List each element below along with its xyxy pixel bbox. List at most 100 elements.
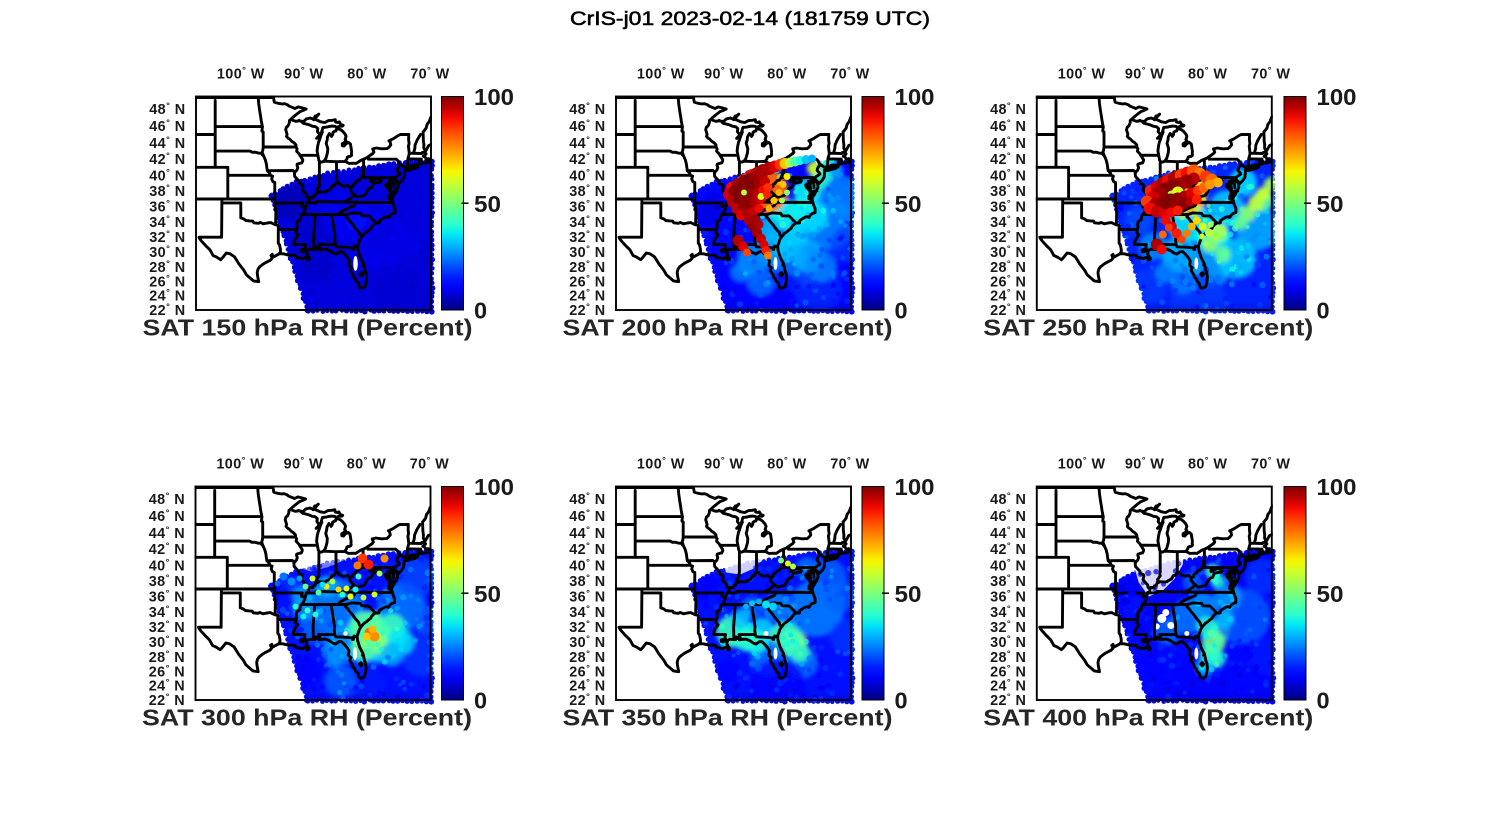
svg-text:22° N: 22° N	[569, 692, 605, 710]
svg-text:38° N: 38° N	[569, 573, 605, 591]
svg-text:30° N: 30° N	[990, 244, 1026, 262]
svg-text:34° N: 34° N	[990, 214, 1026, 232]
svg-text:100: 100	[474, 84, 514, 110]
svg-text:44° N: 44° N	[569, 134, 605, 152]
svg-text:SAT 350 hPa RH (Percent): SAT 350 hPa RH (Percent)	[563, 705, 893, 731]
svg-text:80° W: 80° W	[767, 455, 806, 473]
svg-text:22° N: 22° N	[990, 302, 1026, 320]
svg-text:36° N: 36° N	[990, 588, 1026, 606]
svg-text:40° N: 40° N	[149, 167, 185, 185]
svg-text:46° N: 46° N	[990, 118, 1026, 136]
svg-text:44° N: 44° N	[149, 524, 185, 542]
svg-text:32° N: 32° N	[569, 229, 605, 247]
svg-text:100: 100	[1317, 84, 1357, 110]
svg-text:50: 50	[895, 581, 922, 607]
svg-text:100° W: 100° W	[1058, 65, 1106, 83]
svg-text:100° W: 100° W	[1058, 455, 1106, 473]
svg-text:38° N: 38° N	[149, 183, 185, 201]
svg-text:28° N: 28° N	[149, 648, 185, 666]
svg-text:26° N: 26° N	[149, 663, 185, 681]
svg-text:36° N: 36° N	[990, 198, 1026, 216]
svg-text:80° W: 80° W	[1188, 455, 1227, 473]
svg-text:50: 50	[895, 191, 922, 217]
svg-text:44° N: 44° N	[990, 524, 1026, 542]
svg-text:SAT 250 hPa RH (Percent): SAT 250 hPa RH (Percent)	[983, 315, 1313, 341]
svg-text:90° W: 90° W	[704, 65, 743, 83]
svg-text:24° N: 24° N	[149, 287, 185, 305]
svg-text:0: 0	[1317, 688, 1330, 714]
svg-text:40° N: 40° N	[149, 557, 185, 575]
svg-text:48° N: 48° N	[990, 491, 1026, 509]
svg-text:100: 100	[474, 474, 514, 500]
svg-text:0: 0	[474, 298, 487, 324]
svg-text:46° N: 46° N	[149, 508, 185, 525]
svg-text:50: 50	[474, 581, 501, 607]
svg-text:24° N: 24° N	[149, 677, 185, 695]
svg-text:44° N: 44° N	[149, 134, 185, 152]
svg-text:90° W: 90° W	[704, 455, 743, 473]
svg-text:32° N: 32° N	[990, 619, 1026, 637]
svg-text:48° N: 48° N	[569, 101, 605, 119]
svg-text:28° N: 28° N	[569, 258, 605, 276]
svg-text:32° N: 32° N	[149, 619, 185, 637]
svg-text:SAT 300 hPa RH (Percent): SAT 300 hPa RH (Percent)	[142, 705, 472, 731]
svg-text:70° W: 70° W	[1251, 455, 1290, 473]
svg-text:38° N: 38° N	[149, 573, 185, 591]
svg-text:34° N: 34° N	[990, 604, 1026, 622]
svg-text:28° N: 28° N	[990, 258, 1026, 276]
svg-text:SAT 150 hPa RH (Percent): SAT 150 hPa RH (Percent)	[143, 315, 473, 341]
svg-text:46° N: 46° N	[569, 508, 605, 525]
svg-text:32° N: 32° N	[569, 619, 605, 637]
svg-text:38° N: 38° N	[990, 573, 1026, 591]
svg-text:32° N: 32° N	[990, 229, 1026, 247]
svg-text:40° N: 40° N	[990, 167, 1026, 185]
svg-text:80° W: 80° W	[767, 65, 806, 83]
svg-text:38° N: 38° N	[990, 183, 1026, 201]
svg-text:22° N: 22° N	[149, 302, 185, 320]
svg-text:30° N: 30° N	[990, 634, 1026, 652]
svg-text:38° N: 38° N	[569, 183, 605, 201]
svg-text:46° N: 46° N	[569, 118, 605, 136]
svg-text:36° N: 36° N	[149, 198, 185, 216]
svg-text:100° W: 100° W	[217, 65, 265, 83]
svg-text:48° N: 48° N	[149, 491, 185, 509]
svg-text:22° N: 22° N	[569, 302, 605, 320]
svg-text:36° N: 36° N	[149, 588, 185, 606]
svg-text:22° N: 22° N	[149, 692, 185, 710]
svg-text:50: 50	[474, 191, 501, 217]
svg-text:CrIS-j01 2023-02-14 (181759 UT: CrIS-j01 2023-02-14 (181759 UTC)	[570, 8, 930, 30]
svg-text:42° N: 42° N	[569, 541, 605, 559]
svg-text:32° N: 32° N	[149, 229, 185, 247]
svg-text:70° W: 70° W	[830, 455, 869, 473]
svg-text:24° N: 24° N	[569, 287, 605, 305]
svg-text:30° N: 30° N	[149, 634, 185, 652]
svg-text:48° N: 48° N	[569, 491, 605, 509]
svg-text:0: 0	[895, 298, 908, 324]
svg-text:26° N: 26° N	[990, 663, 1026, 681]
svg-text:34° N: 34° N	[149, 604, 185, 622]
svg-text:70° W: 70° W	[410, 65, 449, 83]
svg-text:22° N: 22° N	[990, 692, 1026, 710]
svg-text:50: 50	[1317, 581, 1344, 607]
svg-text:30° N: 30° N	[569, 634, 605, 652]
svg-text:SAT 200 hPa RH (Percent): SAT 200 hPa RH (Percent)	[563, 315, 893, 341]
svg-text:44° N: 44° N	[569, 524, 605, 542]
svg-text:30° N: 30° N	[149, 244, 185, 262]
svg-text:0: 0	[895, 688, 908, 714]
svg-text:0: 0	[474, 688, 487, 714]
svg-text:48° N: 48° N	[149, 101, 185, 119]
svg-text:40° N: 40° N	[569, 557, 605, 575]
svg-text:48° N: 48° N	[990, 101, 1026, 119]
svg-text:24° N: 24° N	[990, 287, 1026, 305]
svg-text:SAT 400 hPa RH (Percent): SAT 400 hPa RH (Percent)	[983, 705, 1313, 731]
svg-text:34° N: 34° N	[569, 604, 605, 622]
svg-text:70° W: 70° W	[830, 65, 869, 83]
svg-text:80° W: 80° W	[1188, 65, 1227, 83]
svg-text:80° W: 80° W	[347, 455, 386, 473]
svg-text:26° N: 26° N	[569, 273, 605, 291]
svg-text:100° W: 100° W	[637, 65, 685, 83]
svg-text:90° W: 90° W	[1125, 65, 1164, 83]
svg-text:24° N: 24° N	[569, 677, 605, 695]
svg-text:46° N: 46° N	[990, 508, 1026, 525]
svg-text:24° N: 24° N	[990, 677, 1026, 695]
